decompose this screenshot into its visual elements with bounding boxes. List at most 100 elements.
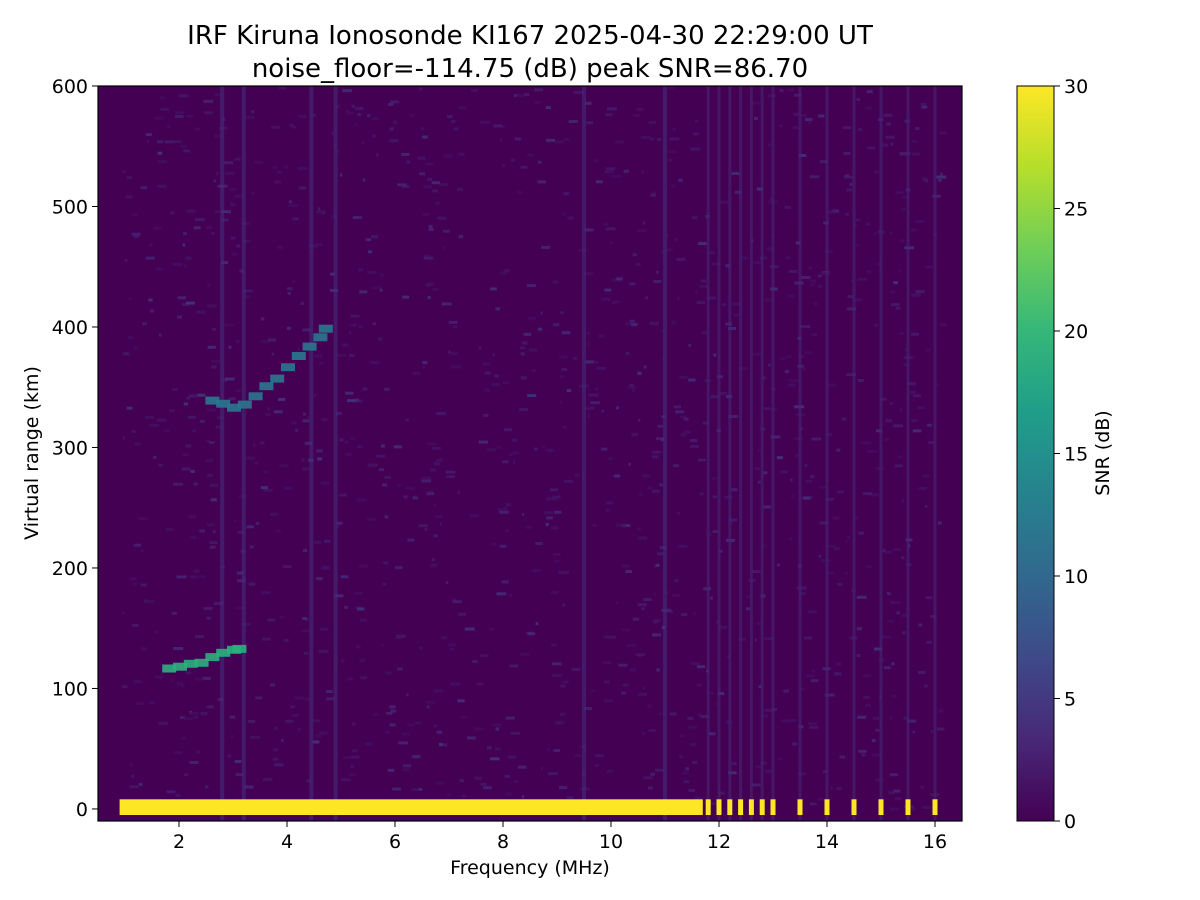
noise-cell [133, 680, 142, 684]
noise-cell [347, 399, 356, 403]
noise-cell [740, 256, 746, 260]
noise-cell [373, 712, 378, 716]
noise-cell [290, 705, 295, 709]
noise-cell [166, 528, 174, 532]
noise-cell [326, 697, 335, 701]
noise-cell [856, 627, 862, 631]
plot-background [98, 86, 962, 821]
noise-cell [886, 592, 891, 596]
noise-cell [521, 795, 525, 799]
noise-cell [643, 776, 654, 780]
noise-cell [303, 548, 308, 552]
noise-cell [856, 595, 867, 599]
noise-cell [563, 137, 570, 141]
noise-cell [236, 571, 244, 575]
noise-cell [425, 162, 434, 166]
noise-cell [186, 396, 190, 400]
noise-cell [122, 170, 126, 174]
noise-cell [546, 516, 553, 520]
noise-cell [647, 486, 653, 490]
noise-cell [427, 705, 430, 709]
noise-cell [546, 449, 554, 453]
noise-cell [534, 88, 543, 92]
noise-cell [818, 114, 825, 118]
noise-cell [356, 498, 367, 502]
noise-cell [179, 144, 188, 148]
noise-cell [637, 418, 641, 422]
noise-cell [698, 242, 707, 246]
noise-cell [344, 440, 349, 444]
noise-cell [899, 152, 907, 156]
noise-cell [221, 218, 229, 222]
noise-cell [487, 746, 492, 750]
noise-cell [553, 749, 561, 753]
noise-cell [781, 719, 790, 723]
noise-cell [534, 100, 540, 104]
noise-cell [432, 446, 441, 450]
noise-cell [221, 210, 231, 214]
noise-cell [698, 458, 706, 462]
noise-cell [790, 719, 797, 723]
noise-cell [804, 463, 808, 467]
noise-cell [443, 246, 446, 250]
noise-cell [874, 232, 877, 236]
noise-cell [659, 546, 666, 550]
colorbar-tick-label: 30 [1064, 76, 1088, 98]
noise-cell [832, 516, 840, 520]
noise-cell [626, 644, 637, 648]
noise-cell [348, 773, 357, 777]
noise-cell [606, 635, 616, 639]
noise-cell [128, 297, 132, 301]
noise-cell [930, 730, 933, 733]
noise-cell [366, 517, 377, 521]
noise-cell [918, 487, 927, 490]
noise-cell [317, 457, 323, 461]
noise-cell [350, 323, 358, 327]
noise-cell [503, 269, 510, 272]
noise-cell [348, 331, 352, 335]
noise-cell [571, 667, 581, 671]
noise-cell [922, 806, 932, 809]
noise-cell [601, 409, 604, 413]
noise-cell [164, 429, 170, 433]
noise-cell [198, 393, 206, 397]
noise-cell [552, 323, 560, 327]
noise-cell [121, 611, 125, 615]
noise-cell [384, 475, 391, 479]
noise-cell [800, 687, 805, 691]
noise-cell [231, 252, 238, 256]
noise-cell [221, 261, 229, 264]
noise-cell [532, 569, 541, 572]
noise-cell [559, 786, 568, 790]
noise-cell [209, 545, 216, 549]
noise-cell [351, 104, 355, 108]
noise-cell [189, 711, 199, 715]
noise-cell [527, 394, 537, 397]
noise-cell [244, 295, 251, 299]
noise-cell [912, 394, 921, 398]
noise-cell [330, 272, 336, 276]
noise-cell [270, 125, 281, 129]
noise-cell [274, 763, 284, 767]
noise-cell [312, 740, 320, 744]
noise-cell [587, 414, 590, 418]
noise-cell [302, 328, 311, 332]
x-tick-label: 4 [281, 831, 293, 853]
noise-cell [665, 248, 673, 252]
noise-cell [169, 409, 175, 413]
noise-cell [883, 113, 893, 117]
noise-cell [554, 559, 560, 563]
noise-cell [764, 637, 774, 640]
noise-cell [707, 296, 717, 300]
noise-cell [321, 418, 328, 422]
noise-cell [458, 612, 466, 616]
noise-cell [211, 232, 215, 235]
noise-cell [641, 170, 645, 174]
noise-cell [186, 257, 191, 261]
noise-cell [297, 166, 308, 170]
noise-cell [427, 296, 431, 300]
noise-cell [902, 631, 906, 635]
noise-cell [886, 619, 894, 623]
noise-cell [804, 351, 813, 355]
noise-cell [734, 190, 742, 194]
